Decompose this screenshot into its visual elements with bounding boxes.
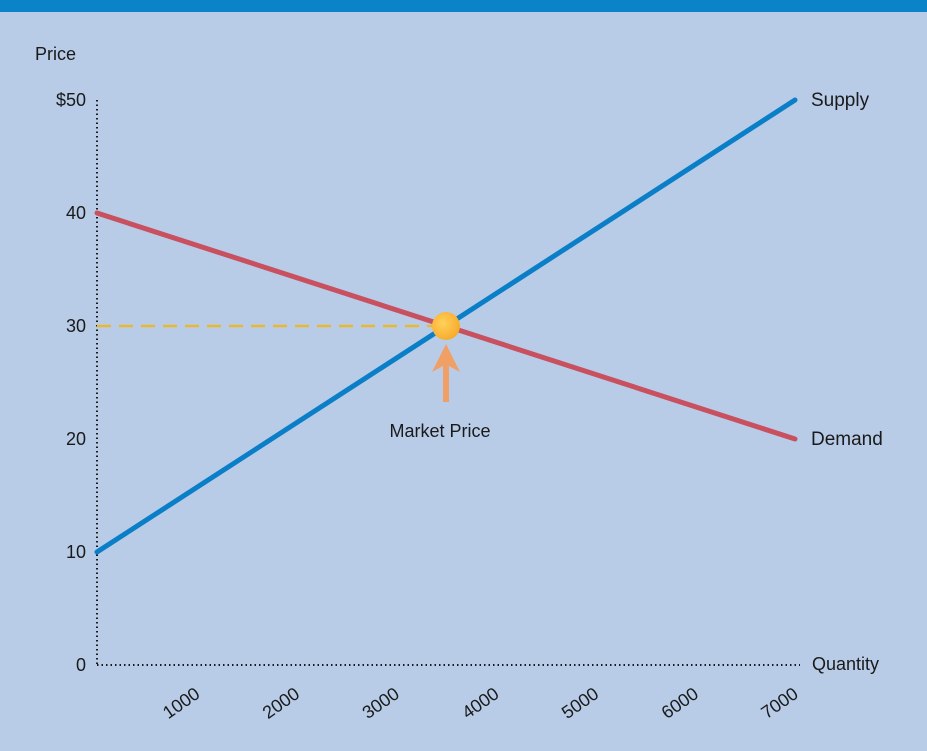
y-tick-label: 0	[76, 655, 86, 675]
x-axis-title: Quantity	[812, 654, 879, 674]
y-tick-labels: 0 10 20 30 40 $50	[56, 90, 86, 675]
y-tick-label: 20	[66, 429, 86, 449]
market-price-arrow	[432, 344, 460, 402]
series-labels: Supply Demand	[811, 90, 883, 450]
y-axis-title: Price	[35, 44, 76, 64]
y-tick-label: 10	[66, 542, 86, 562]
y-tick-label: $50	[56, 90, 86, 110]
market-price-point	[432, 312, 460, 340]
top-banner	[0, 0, 927, 12]
y-tick-label: 30	[66, 316, 86, 336]
market-price-label: Market Price	[389, 421, 490, 441]
market-price-annotation: Market Price	[389, 312, 491, 441]
supply-label: Supply	[811, 90, 870, 111]
y-tick-label: 40	[66, 203, 86, 223]
demand-label: Demand	[811, 429, 883, 450]
